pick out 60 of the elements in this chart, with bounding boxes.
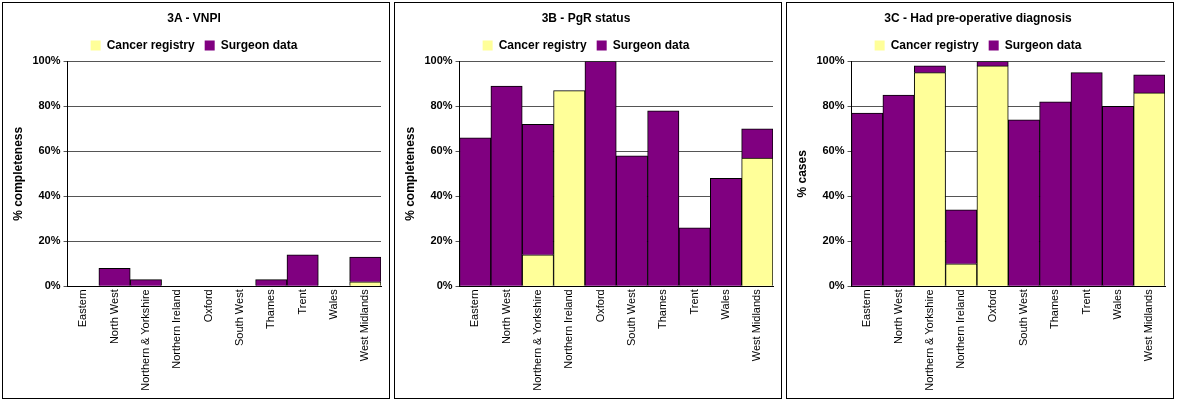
- y-tick-label: 100%: [424, 54, 453, 67]
- x-tick-label: Oxford: [201, 289, 214, 323]
- chart-title: 3A - VNPI: [167, 10, 221, 25]
- x-tick-label: Northern Ireland: [170, 289, 183, 369]
- x-tick-label: Oxford: [593, 289, 606, 323]
- chart-title: 3C - Had pre-operative diagnosis: [884, 10, 1073, 25]
- x-tick-label: Thames: [264, 288, 277, 330]
- x-tick-label: Wales: [1111, 288, 1124, 320]
- x-tick-label: Oxford: [985, 289, 998, 323]
- legend-label: Surgeon data: [612, 37, 690, 52]
- x-tick-label: Thames: [1048, 288, 1061, 330]
- y-tick-label: 40%: [822, 189, 845, 202]
- x-tick-label: West Midlands: [1142, 288, 1155, 362]
- x-tick-label: South West: [624, 289, 637, 346]
- x-tick-label: Northern Ireland: [562, 289, 575, 369]
- x-tick-label: West Midlands: [358, 288, 371, 362]
- x-tick-label: North West: [499, 289, 512, 345]
- y-tick-label: 20%: [430, 234, 453, 247]
- y-tick-label: 100%: [816, 54, 845, 67]
- y-tick-label: 0%: [828, 279, 845, 292]
- y-tick-label: 60%: [38, 144, 61, 157]
- x-tick-label: Northern & Yorkshire: [922, 289, 935, 391]
- y-tick-label: 60%: [822, 144, 845, 157]
- y-tick-label: 40%: [38, 189, 61, 202]
- y-tick-label: 80%: [38, 99, 61, 112]
- y-tick-label: 80%: [430, 99, 453, 112]
- x-tick-label: Northern & Yorkshire: [530, 289, 543, 391]
- y-tick-label: 0%: [44, 279, 61, 292]
- x-tick-label: Wales: [327, 288, 340, 320]
- legend-label: Surgeon data: [220, 37, 298, 52]
- x-tick-label: Eastern: [76, 289, 89, 328]
- legend-label: Cancer registry: [498, 37, 588, 52]
- legend-label: Surgeon data: [1004, 37, 1082, 52]
- y-tick-label: 100%: [32, 54, 61, 67]
- x-tick-label: Northern & Yorkshire: [138, 289, 151, 391]
- x-tick-label: Wales: [719, 288, 732, 320]
- y-tick-label: 20%: [38, 234, 61, 247]
- y-axis-title: % completeness: [402, 126, 417, 221]
- x-tick-label: Eastern: [860, 289, 873, 328]
- x-tick-label: West Midlands: [750, 288, 763, 362]
- legend-label: Cancer registry: [106, 37, 196, 52]
- y-tick-label: 20%: [822, 234, 845, 247]
- y-axis-title: % cases: [794, 149, 809, 198]
- y-tick-label: 80%: [822, 99, 845, 112]
- x-tick-label: Thames: [656, 288, 669, 330]
- y-tick-label: 0%: [436, 279, 453, 292]
- x-tick-label: North West: [107, 289, 120, 345]
- x-tick-label: Trent: [687, 289, 700, 315]
- x-tick-label: South West: [1016, 289, 1029, 346]
- x-tick-label: Eastern: [468, 289, 481, 328]
- y-axis-title: % completeness: [10, 126, 25, 221]
- x-tick-label: Trent: [1079, 289, 1092, 315]
- x-tick-label: South West: [232, 289, 245, 346]
- y-tick-label: 40%: [430, 189, 453, 202]
- x-tick-label: Northern Ireland: [954, 289, 967, 369]
- chart-title: 3B - PgR status: [541, 10, 631, 25]
- x-tick-label: Trent: [295, 289, 308, 315]
- y-tick-label: 60%: [430, 144, 453, 157]
- legend-label: Cancer registry: [890, 37, 980, 52]
- x-tick-label: North West: [891, 289, 904, 345]
